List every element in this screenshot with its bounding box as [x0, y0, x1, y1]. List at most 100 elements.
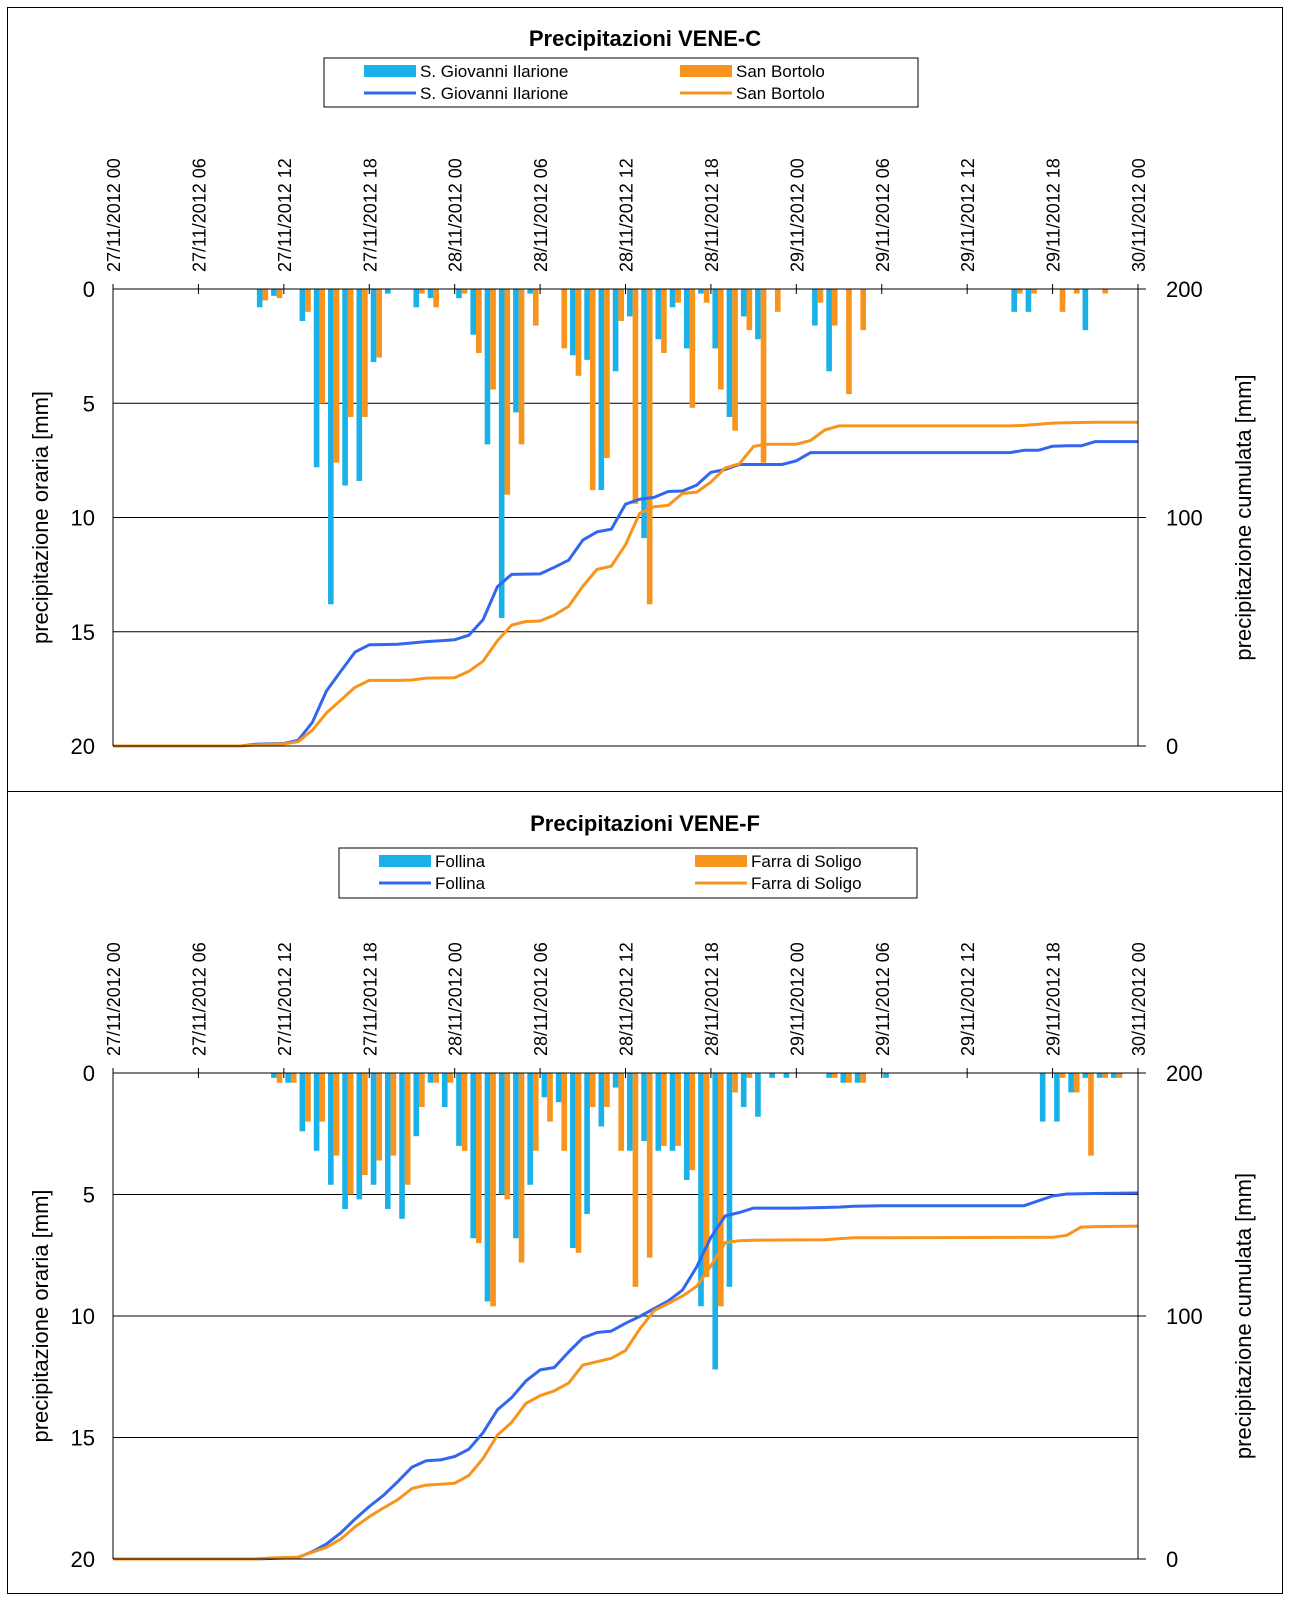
- bar-station1: [356, 1073, 363, 1200]
- bar-station1: [655, 289, 662, 340]
- bar-station2: [831, 289, 838, 326]
- bar-station2: [703, 289, 710, 303]
- x-tick-label: 29/11/2012 12: [958, 942, 978, 1056]
- bar-station1: [271, 1073, 277, 1078]
- bar-station2: [419, 289, 425, 294]
- x-tick-label: 27/11/2012 12: [275, 942, 295, 1056]
- x-tick-label: 29/11/2012 18: [1044, 942, 1064, 1056]
- x-tick-label: 29/11/2012 18: [1044, 158, 1064, 272]
- bar-station2: [703, 1073, 710, 1278]
- bar-station1: [384, 289, 391, 294]
- bar-station2: [433, 1073, 439, 1083]
- bar-station2: [262, 289, 269, 301]
- bar-station1: [342, 1073, 348, 1210]
- cumulative-line-station1: [113, 1191, 1139, 1561]
- x-tick-label: 28/11/2012 00: [446, 942, 466, 1056]
- bar-station1: [1039, 1073, 1046, 1122]
- bar-station2: [860, 1073, 867, 1083]
- bar-station2: [589, 1073, 596, 1108]
- bar-station2: [333, 1073, 340, 1156]
- legend-bar-swatch: [695, 855, 747, 867]
- bar-station2: [1116, 1073, 1123, 1078]
- x-tick-label: 28/11/2012 00: [446, 158, 466, 272]
- legend-label: S. Giovanni Ilarione: [420, 84, 568, 103]
- bar-station1: [840, 1073, 847, 1083]
- bar-station1: [384, 1073, 391, 1210]
- bar-station2: [476, 289, 482, 353]
- chart-panel-vene-c: Precipitazioni VENE-C S. Giovanni Ilarion…: [7, 7, 1283, 792]
- x-tick-label: 28/11/2012 12: [617, 158, 637, 272]
- bar-station1: [484, 289, 491, 445]
- bar-station2: [604, 289, 610, 459]
- bar-station1: [271, 289, 277, 296]
- bar-station2: [846, 289, 852, 395]
- bar-station2: [561, 1073, 568, 1151]
- x-tick-label: 27/11/2012 18: [360, 942, 380, 1056]
- bar-station1: [1096, 1073, 1103, 1078]
- bar-station1: [1068, 1073, 1074, 1093]
- bar-station2: [646, 1073, 653, 1258]
- bar-station2: [746, 289, 753, 331]
- y-right-axis-label: precipitazione cumulata [mm]: [1231, 374, 1256, 660]
- bar-station2: [476, 1073, 482, 1244]
- bar-station1: [812, 289, 818, 326]
- bar-station1: [669, 289, 676, 308]
- bar-station2: [376, 289, 382, 358]
- bar-station1: [826, 1073, 832, 1078]
- bar-station1: [313, 1073, 320, 1151]
- bar-station2: [376, 1073, 382, 1161]
- bar-station2: [618, 1073, 624, 1151]
- bar-station1: [570, 1073, 576, 1248]
- bar-station1: [256, 289, 263, 308]
- bar-station1: [413, 289, 420, 308]
- y-left-tick-label: 5: [83, 391, 95, 416]
- bar-station2: [689, 289, 696, 408]
- x-tick-label: 28/11/2012 18: [702, 942, 722, 1056]
- chart-title: Precipitazioni VENE-C: [529, 26, 761, 51]
- bar-station1: [698, 1073, 704, 1307]
- bar-station2: [362, 1073, 368, 1176]
- chart-vene-c: Precipitazioni VENE-C S. Giovanni Ilarion…: [28, 26, 1256, 759]
- bar-station2: [718, 1073, 724, 1307]
- bar-station1: [641, 289, 647, 539]
- y-right-tick-label: 200: [1166, 1061, 1203, 1086]
- x-tick-label: 27/11/2012 12: [275, 158, 295, 272]
- bar-station1: [641, 1073, 647, 1142]
- bar-station2: [518, 289, 525, 445]
- bar-station2: [362, 289, 368, 417]
- bar-station1: [740, 1073, 747, 1108]
- legend-box: [323, 57, 919, 108]
- bar-station2: [746, 1073, 753, 1078]
- legend-label: San Bortolo: [736, 62, 825, 81]
- bar-station1: [712, 1073, 719, 1370]
- y-left-tick-label: 5: [83, 1183, 95, 1208]
- bar-station1: [598, 289, 605, 491]
- bar-station2: [518, 1073, 525, 1263]
- bar-station1: [1025, 289, 1032, 312]
- y-left-axis-label: precipitazione oraria [mm]: [28, 391, 53, 644]
- bar-station2: [319, 289, 326, 404]
- bar-station1: [584, 1073, 590, 1214]
- y-left-tick-label: 20: [71, 1547, 95, 1572]
- bar-station2: [490, 289, 496, 390]
- bar-station2: [860, 289, 867, 331]
- bar-station1: [826, 289, 832, 372]
- bar-station1: [1111, 1073, 1117, 1078]
- x-tick-label: 27/11/2012 18: [360, 158, 380, 272]
- bar-station2: [689, 1073, 696, 1171]
- bar-station2: [1059, 289, 1066, 312]
- chart-panel-vene-f: Precipitazioni VENE-F Follina Farra di Sol…: [7, 791, 1283, 1594]
- bar-station1: [655, 1073, 662, 1151]
- bar-station2: [661, 1073, 667, 1146]
- y-right-tick-label: 0: [1166, 1547, 1178, 1572]
- bar-station1: [299, 1073, 306, 1132]
- bar-station1: [1082, 289, 1089, 331]
- bar-station1: [712, 289, 719, 349]
- bar-station2: [347, 289, 354, 417]
- bar-station1: [598, 1073, 605, 1127]
- bar-station2: [618, 289, 624, 321]
- bar-station1: [683, 1073, 690, 1180]
- bar-station2: [333, 289, 340, 463]
- cumulative-line-station2: [113, 1224, 1139, 1561]
- bar-station2: [1073, 289, 1080, 294]
